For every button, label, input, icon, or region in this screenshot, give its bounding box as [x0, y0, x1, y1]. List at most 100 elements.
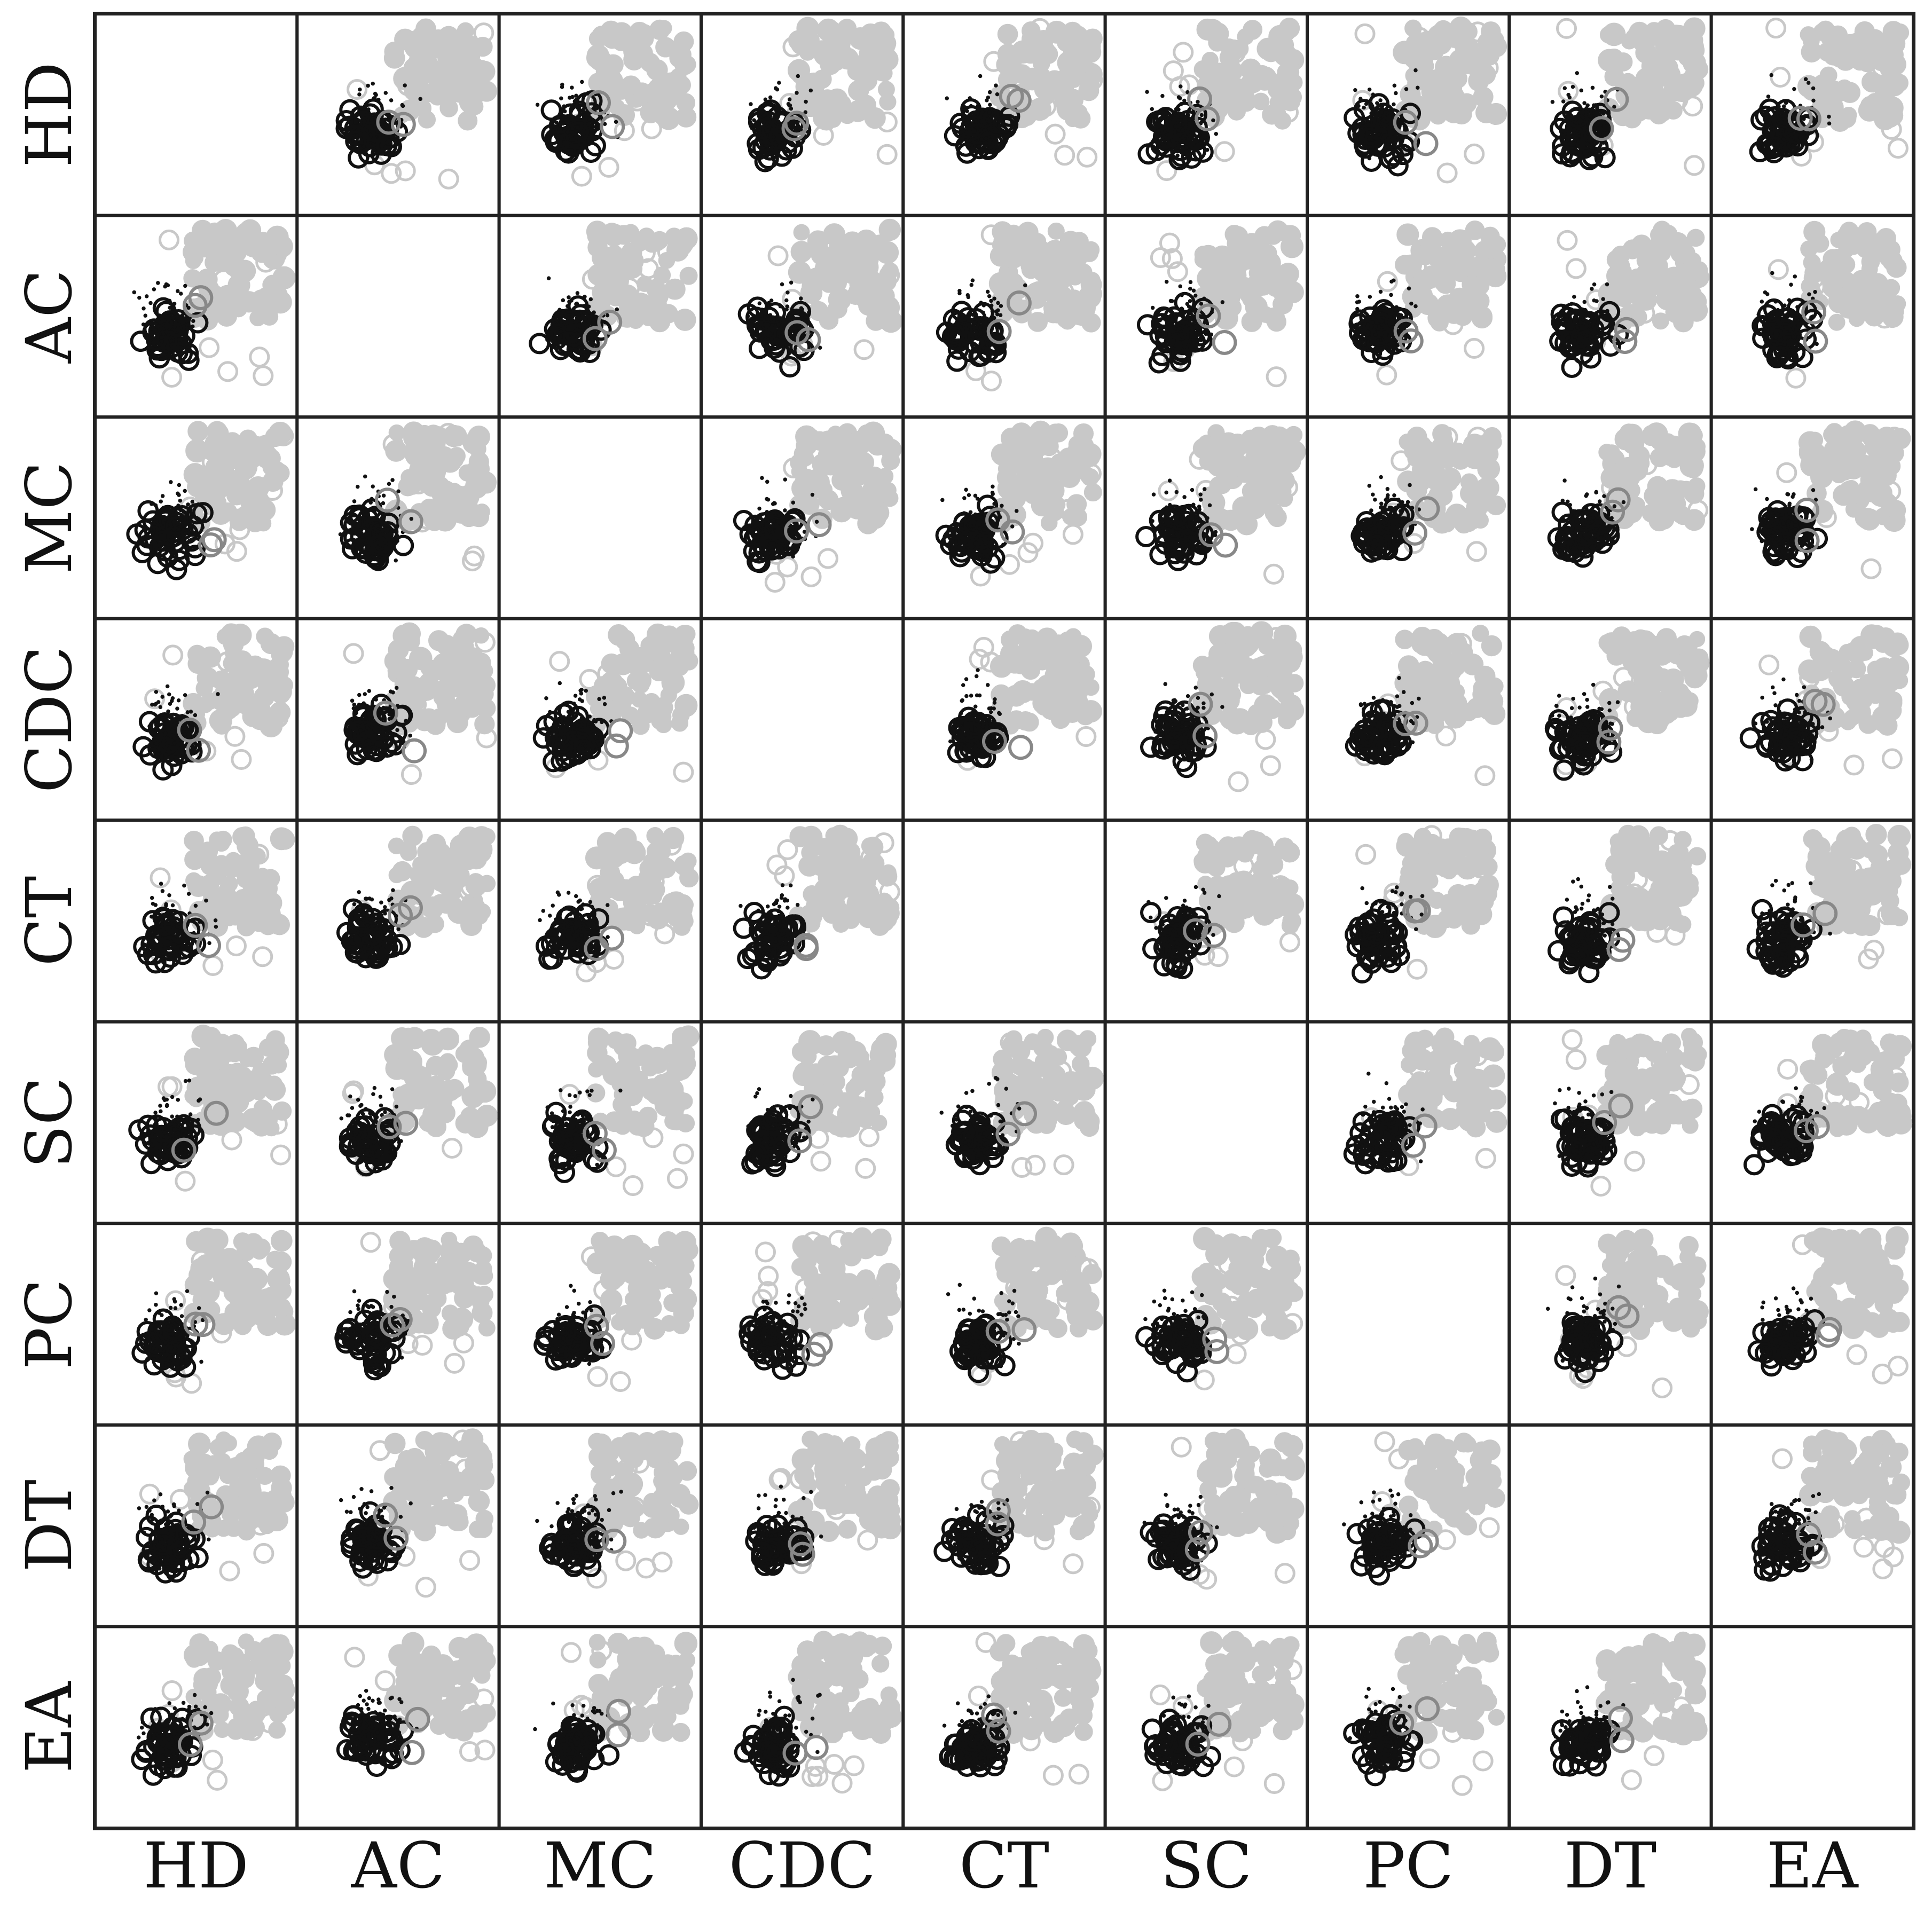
point-black-dot: [992, 706, 996, 711]
point-black-dot: [1582, 101, 1587, 105]
point-gray-open: [1277, 102, 1299, 123]
point-black-dot: [1782, 535, 1787, 539]
point-black-dot: [963, 512, 968, 516]
point-black-dot: [1415, 85, 1420, 90]
point-black-dot: [1802, 116, 1806, 121]
point-black-dot: [1581, 317, 1585, 322]
point-gray: [1011, 40, 1035, 64]
point-black-dot: [976, 668, 980, 672]
point-black-dot: [1179, 114, 1184, 119]
point-black-dot: [1196, 100, 1200, 104]
point-black-dot: [1371, 320, 1375, 325]
point-gray: [594, 67, 616, 89]
point-gray: [1410, 63, 1429, 82]
point-black-dot: [394, 686, 399, 690]
point-gray: [1813, 23, 1832, 41]
point-gray: [247, 699, 271, 722]
point-gray: [1431, 22, 1454, 44]
point-black-dot: [987, 126, 991, 131]
panel-MC-vs-HD: [93, 415, 299, 620]
point-gray: [221, 242, 245, 266]
point-black-dot: [1766, 95, 1771, 99]
point-black-dot: [1790, 494, 1795, 499]
point-black-dot: [383, 91, 388, 95]
point-gray: [1642, 425, 1660, 443]
point-black-dot: [964, 694, 969, 698]
point-black-dot: [1575, 326, 1580, 330]
point-black-dot: [602, 702, 607, 706]
point-black-dot: [1590, 85, 1595, 90]
point-black-dot: [1161, 525, 1165, 530]
point-gray: [808, 301, 829, 321]
point-black-dot: [568, 96, 572, 100]
point-black-dot: [174, 724, 178, 728]
point-black-dot: [1145, 90, 1149, 94]
point-gray: [997, 23, 1018, 45]
point-black-dot: [1571, 509, 1576, 514]
point-black-dot: [586, 112, 590, 117]
point-black-dot: [1593, 335, 1597, 340]
point-black-dot: [1197, 505, 1201, 509]
point-gray: [996, 54, 1017, 75]
point-black-dot: [1811, 98, 1816, 103]
panel-HD-vs-EA: [1709, 12, 1915, 217]
point-black-dot: [965, 109, 969, 113]
point-black-dot: [183, 489, 187, 493]
point-gray: [1213, 476, 1231, 494]
point-gray: [449, 76, 469, 97]
point-black-dot: [784, 298, 789, 303]
point-black-dot: [1185, 531, 1190, 536]
point-black-dot: [586, 304, 591, 309]
point-gray: [1614, 288, 1633, 308]
panel-HD-vs-CT: [901, 12, 1107, 217]
point-black-dot: [579, 716, 584, 720]
point-gray: [1802, 80, 1823, 101]
point-gray: [1413, 242, 1437, 265]
point-black-dot: [1163, 682, 1167, 686]
point-gray: [1485, 103, 1507, 125]
point-black-dot: [1368, 115, 1373, 119]
point-black-dot: [1372, 521, 1377, 525]
point-black-dot: [185, 727, 189, 731]
point-black-dot: [765, 479, 769, 484]
point-gray-open: [876, 111, 898, 133]
point-black-dot: [354, 715, 358, 720]
point-black-dot: [769, 336, 774, 341]
point-gray: [672, 75, 691, 95]
point-black-dot: [178, 516, 183, 521]
point-gray-ring: [1195, 106, 1220, 131]
point-black-dot: [357, 92, 362, 97]
point-black-dot: [570, 313, 575, 317]
point-black-dot: [1782, 104, 1786, 109]
point-black-dot: [1781, 137, 1786, 141]
point-black-dot: [993, 697, 997, 702]
point-black-dot: [190, 499, 194, 504]
point-black-dot: [1601, 297, 1605, 301]
point-black-dot: [567, 114, 572, 119]
point-black-dot: [1584, 506, 1589, 510]
point-black-dot: [1194, 330, 1198, 335]
point-black-dot: [1569, 114, 1573, 119]
point-black-dot: [757, 528, 761, 533]
point-black-dot: [1220, 705, 1224, 709]
point-black-dot: [363, 711, 368, 715]
point-black-dot: [971, 709, 976, 713]
point-gray: [674, 694, 698, 717]
point-black-dot: [1150, 305, 1155, 310]
point-black-dot: [1595, 515, 1600, 520]
point-black-dot: [360, 534, 365, 539]
point-black-dot: [803, 314, 808, 319]
point-gray: [1639, 67, 1658, 86]
panel-AC-vs-AC: [295, 214, 501, 419]
point-gray: [790, 453, 808, 472]
point-black-dot: [535, 103, 540, 107]
point-black-dot: [771, 502, 775, 506]
point-gray: [1823, 45, 1844, 66]
point-black-dot: [1172, 708, 1177, 713]
point-black-open: [1174, 101, 1196, 123]
point-black-dot: [559, 96, 563, 101]
point-gray: [1235, 513, 1258, 536]
point-gray: [1080, 443, 1102, 465]
point-black-dot: [588, 297, 593, 302]
point-black-dot: [1180, 332, 1184, 336]
